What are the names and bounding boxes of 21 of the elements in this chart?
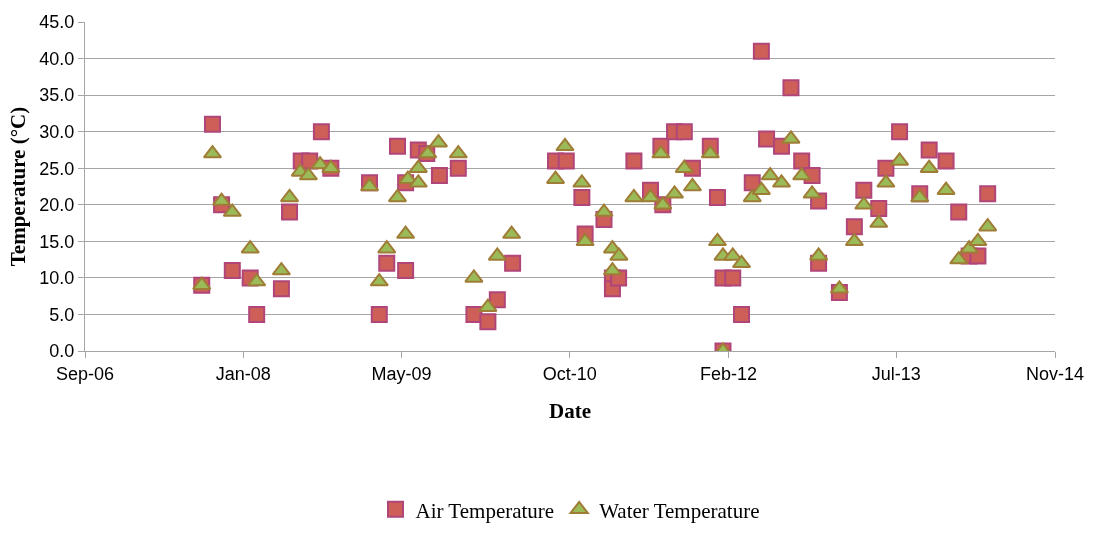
y-tick-label: 30.0 (39, 121, 75, 142)
legend-label: Water Temperature (599, 498, 760, 523)
x-tick-label: Nov-14 (1025, 363, 1085, 384)
y-tick-label: 10.0 (39, 268, 75, 289)
x-tick-label: Jul-13 (871, 363, 921, 384)
x-tick-label: May-09 (371, 363, 432, 384)
legend-label: Air Temperature (415, 498, 555, 523)
x-tick-label: Oct-10 (542, 363, 597, 384)
y-tick-label: 0.0 (49, 341, 75, 362)
y-tick-label: 5.0 (49, 304, 75, 325)
y-axis-title: Temperature (°C) (5, 106, 30, 267)
x-tick-label: Jan-08 (215, 363, 271, 384)
y-tick-label: 20.0 (39, 195, 75, 216)
y-tick-label: 15.0 (39, 231, 75, 252)
y-tick-label: 45.0 (39, 12, 75, 33)
x-tick-label: Feb-12 (700, 363, 758, 384)
x-axis-title: Date (549, 398, 591, 423)
y-tick-label: 25.0 (39, 158, 75, 179)
y-tick-label: 40.0 (39, 48, 75, 69)
x-tick-label: Sep-06 (55, 363, 115, 384)
y-tick-label: 35.0 (39, 85, 75, 106)
